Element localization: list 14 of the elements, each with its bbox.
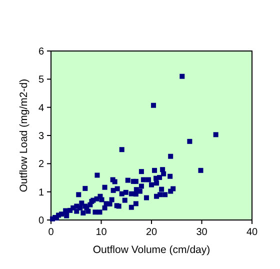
x-tick-label: 0 <box>48 227 54 238</box>
y-tick-label: 1 <box>38 187 44 198</box>
y-tick-label: 4 <box>38 102 44 114</box>
y-tick-label: 3 <box>38 131 44 142</box>
y-tick-label: 2 <box>38 159 44 170</box>
y-axis-title: Outflow Load (mg/m2-d) <box>18 78 30 192</box>
y-tick-label: 0 <box>38 216 44 226</box>
x-tick-label: 40 <box>246 227 258 238</box>
x-tick-label: 20 <box>146 227 158 238</box>
y-tick-label: 6 <box>38 46 44 58</box>
y-tick-label: 5 <box>38 74 44 86</box>
x-axis-title: Outflow Volume (cm/day) <box>92 244 210 256</box>
x-tick-label: 10 <box>96 227 108 238</box>
x-tick-label: 30 <box>196 227 208 238</box>
